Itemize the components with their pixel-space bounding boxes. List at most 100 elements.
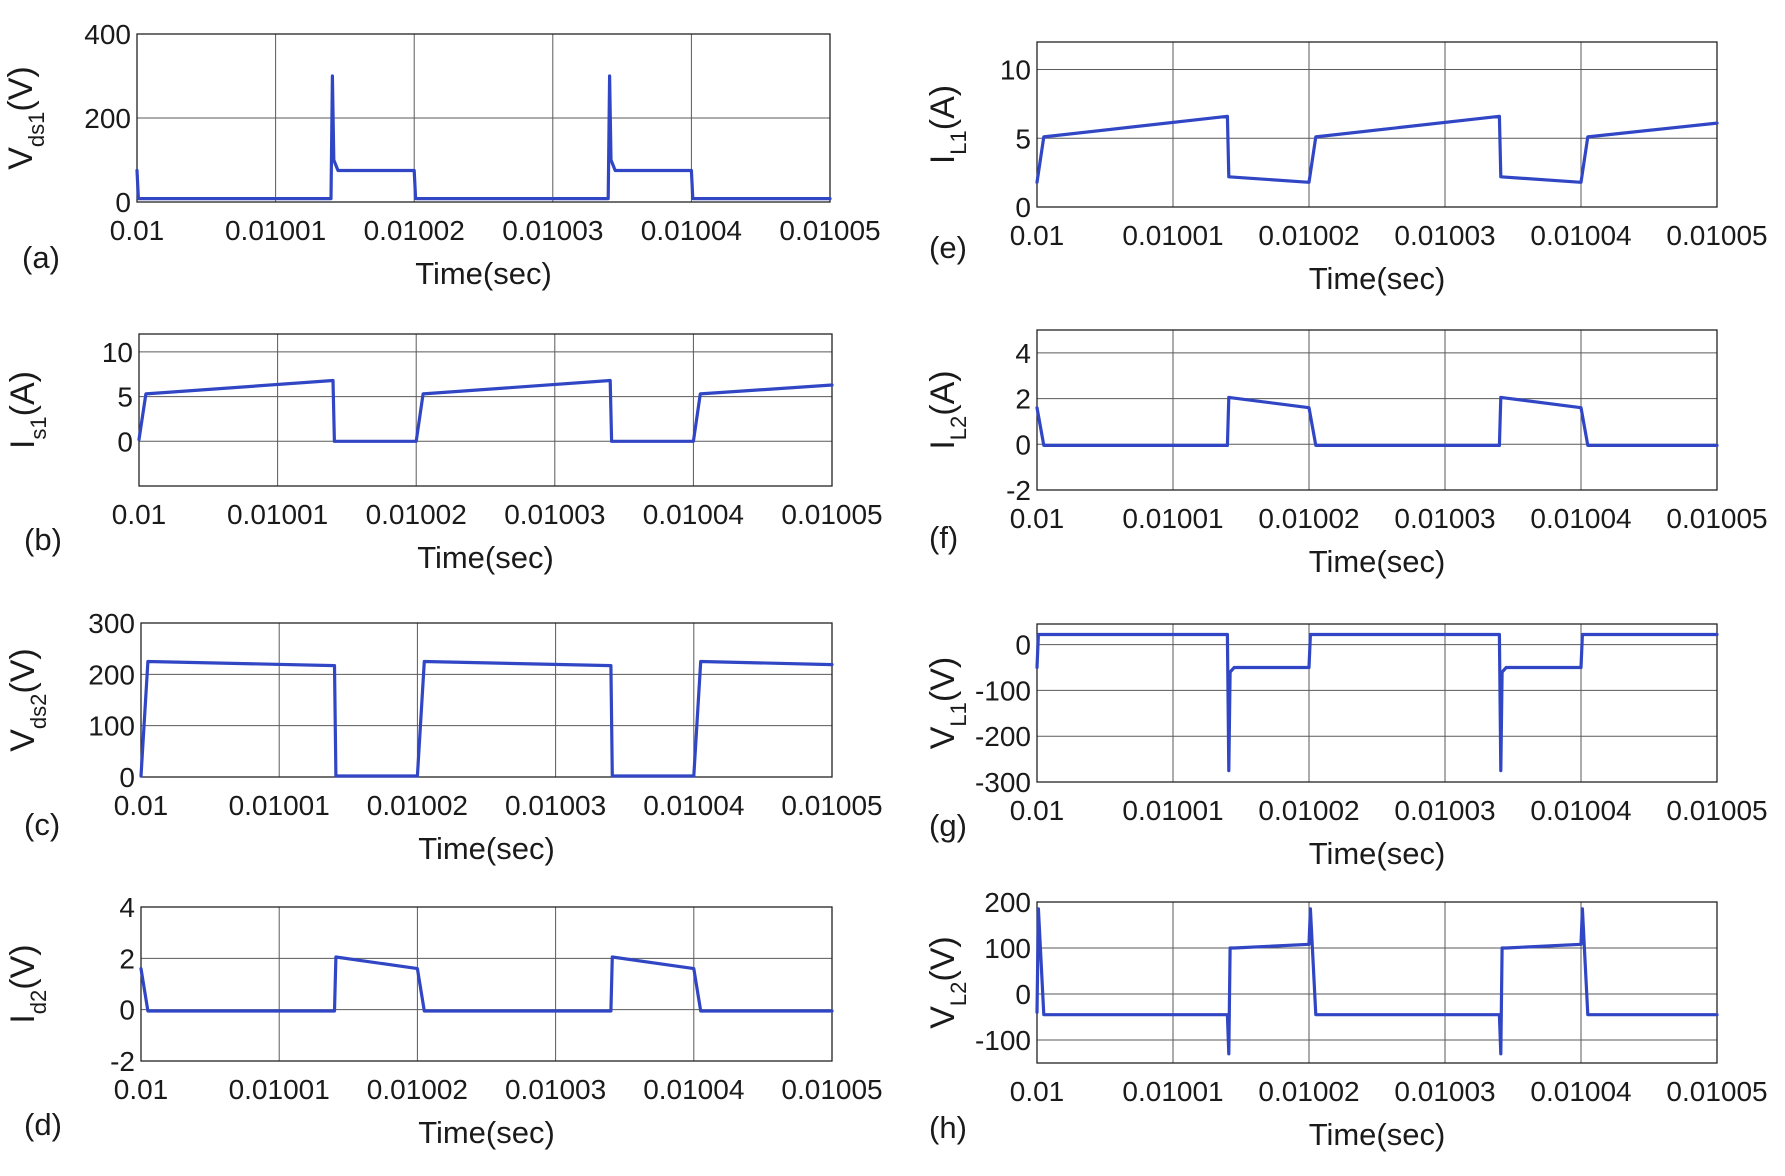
axes-frame	[136, 33, 831, 203]
x-tick-label: 0.01005	[781, 1074, 882, 1105]
x-axis-label: Time(sec)	[418, 831, 555, 866]
plot-area	[1037, 624, 1717, 782]
y-axis-label-subscript: L2	[946, 416, 971, 440]
x-axis-label: Time(sec)	[417, 540, 554, 575]
x-tick-label: 0.01004	[1530, 1076, 1631, 1107]
x-tick-label: 0.01	[110, 215, 165, 246]
x-tick-label: 0.01001	[225, 215, 326, 246]
panel-label: (b)	[24, 522, 62, 557]
x-tick-label: 0.01003	[504, 499, 605, 530]
x-axis-label: Time(sec)	[1309, 1117, 1446, 1152]
x-axis-label: Time(sec)	[1309, 836, 1446, 871]
y-axis-label-subscript: s1	[26, 416, 51, 439]
plot-area	[1037, 330, 1717, 490]
x-tick-label: 0.01002	[367, 790, 468, 821]
x-axis-label: Time(sec)	[1309, 544, 1446, 579]
y-tick-label: 200	[84, 103, 131, 134]
x-axis-label: Time(sec)	[1309, 261, 1446, 296]
y-axis-label: Id2(V)	[4, 944, 51, 1023]
y-axis-label-unit: (V)	[924, 657, 962, 702]
x-tick-label: 0.01002	[367, 1074, 468, 1105]
y-axis-label: Vds1(V)	[2, 66, 49, 170]
x-tick-label: 0.01002	[1258, 503, 1359, 534]
x-tick-label: 0.01005	[781, 790, 882, 821]
y-axis-label-main: V	[924, 726, 962, 749]
x-tick-label: 0.01004	[1530, 220, 1631, 251]
series-line-Id2	[139, 955, 834, 1013]
y-tick-label: 5	[117, 382, 133, 413]
x-tick-label: 0.01001	[229, 1074, 330, 1105]
y-axis-label: VL1(V)	[924, 657, 971, 750]
series-line-VL2	[1035, 907, 1719, 1056]
x-tick-label: 0.01	[1010, 503, 1065, 534]
x-tick-label: 0.01003	[1394, 795, 1495, 826]
y-tick-label: 4	[119, 892, 135, 923]
x-tick-label: 0.01003	[505, 790, 606, 821]
y-axis-label-main: V	[4, 729, 42, 752]
x-tick-label: 0.01002	[1258, 220, 1359, 251]
x-tick-label: 0.01	[114, 1074, 169, 1105]
x-axis-label: Time(sec)	[415, 256, 552, 291]
y-tick-label: 0	[1015, 192, 1031, 223]
chart-panel-g: 0.01 0.01001 0.01002 0.01003 0.01004 0.01005 -…	[924, 623, 1768, 871]
y-axis-label-subscript: ds1	[24, 112, 49, 147]
y-axis-label: VL2(V)	[924, 936, 971, 1029]
x-tick-label: 0.01004	[643, 1074, 744, 1105]
panel-label: (a)	[22, 240, 60, 275]
x-tick-label: 0.01001	[1122, 1076, 1223, 1107]
y-tick-label: 0	[1015, 429, 1031, 460]
y-tick-label: 2	[1015, 384, 1031, 415]
x-tick-label: 0.01003	[505, 1074, 606, 1105]
x-tick-label: 0.01001	[1122, 795, 1223, 826]
y-axis-label-main: I	[4, 440, 42, 449]
axes-frame	[140, 622, 833, 778]
y-tick-label: 2	[119, 943, 135, 974]
y-tick-label: 400	[84, 19, 131, 50]
y-axis-label-main: V	[924, 1006, 962, 1029]
y-axis-label: IL2(A)	[924, 370, 971, 449]
x-tick-label: 0.01001	[1122, 220, 1223, 251]
y-tick-label: 300	[88, 608, 135, 639]
x-tick-label: 0.01001	[227, 499, 328, 530]
y-tick-label: 200	[88, 659, 135, 690]
x-tick-label: 0.01004	[641, 215, 742, 246]
y-tick-label: 0	[119, 762, 135, 793]
y-axis-label: IL1(A)	[924, 85, 971, 164]
plot-area	[139, 334, 832, 486]
panel-label: (f)	[929, 520, 958, 555]
y-tick-label: -300	[975, 767, 1031, 798]
x-tick-label: 0.01005	[1666, 503, 1767, 534]
x-tick-label: 0.01003	[502, 215, 603, 246]
x-tick-label: 0.01	[1010, 220, 1065, 251]
y-axis-label-main: I	[924, 440, 962, 449]
axes-frame	[138, 333, 833, 487]
y-axis-label-unit: (V)	[924, 936, 962, 981]
y-tick-label: -200	[975, 721, 1031, 752]
y-tick-label: 200	[984, 887, 1031, 918]
y-tick-label: 10	[1000, 55, 1031, 86]
x-tick-label: 0.01005	[1666, 220, 1767, 251]
chart-panel-c: 0.01 0.01001 0.01002 0.01003 0.01004 0.01005 0…	[4, 608, 883, 866]
y-tick-label: -2	[110, 1046, 135, 1077]
series-line-IL1	[1035, 114, 1719, 184]
series-line-Vds2	[139, 659, 834, 778]
x-tick-label: 0.01	[114, 790, 169, 821]
chart-panel-f: 0.01 0.01001 0.01002 0.01003 0.01004 0.01005 -…	[924, 329, 1768, 579]
y-tick-label: -100	[975, 675, 1031, 706]
x-tick-label: 0.01003	[1394, 503, 1495, 534]
y-tick-label: 5	[1015, 123, 1031, 154]
x-tick-label: 0.01005	[781, 499, 882, 530]
x-tick-label: 0.01004	[1530, 503, 1631, 534]
y-tick-label: 4	[1015, 338, 1031, 369]
x-tick-label: 0.01	[1010, 1076, 1065, 1107]
axes-frame	[140, 906, 833, 1062]
y-tick-label: -2	[1006, 475, 1031, 506]
panel-label: (h)	[929, 1110, 967, 1145]
y-axis-label-subscript: d2	[26, 990, 51, 1014]
y-axis-label-subscript: L1	[946, 130, 971, 154]
y-tick-label: 100	[88, 711, 135, 742]
x-tick-label: 0.01005	[1666, 1076, 1767, 1107]
y-tick-label: 0	[1015, 630, 1031, 661]
x-tick-label: 0.01	[112, 499, 167, 530]
